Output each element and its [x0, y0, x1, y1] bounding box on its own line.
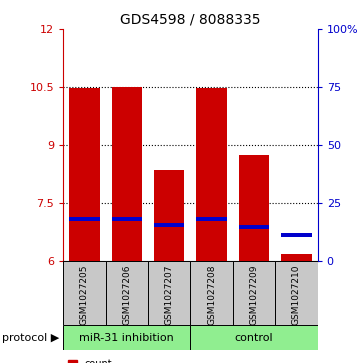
Bar [63, 325, 190, 350]
Text: GSM1027209: GSM1027209 [249, 265, 258, 325]
Text: GSM1027206: GSM1027206 [122, 265, 131, 325]
Text: GSM1027208: GSM1027208 [207, 265, 216, 325]
Bar [112, 87, 142, 261]
Bar [233, 261, 275, 325]
Bar [69, 217, 100, 221]
Text: GSM1027205: GSM1027205 [80, 265, 89, 325]
Bar [281, 233, 312, 237]
Bar [154, 170, 184, 261]
Legend: count, percentile rank within the sample: count, percentile rank within the sample [68, 359, 249, 363]
Title: GDS4598 / 8088335: GDS4598 / 8088335 [120, 12, 261, 26]
Bar [63, 261, 105, 325]
Bar [275, 261, 318, 325]
Bar [112, 217, 142, 221]
Text: protocol ▶: protocol ▶ [2, 333, 60, 343]
Bar [190, 325, 318, 350]
Bar [239, 225, 269, 229]
Bar [154, 223, 184, 227]
Bar [196, 87, 227, 261]
Bar [196, 217, 227, 221]
Text: control: control [235, 333, 273, 343]
Bar [239, 155, 269, 261]
Bar [148, 261, 191, 325]
Text: GSM1027210: GSM1027210 [292, 265, 301, 325]
Text: GSM1027207: GSM1027207 [165, 265, 174, 325]
Bar [105, 261, 148, 325]
Bar [281, 254, 312, 261]
Bar [69, 88, 100, 261]
Text: miR-31 inhibition: miR-31 inhibition [79, 333, 174, 343]
Bar [190, 261, 233, 325]
